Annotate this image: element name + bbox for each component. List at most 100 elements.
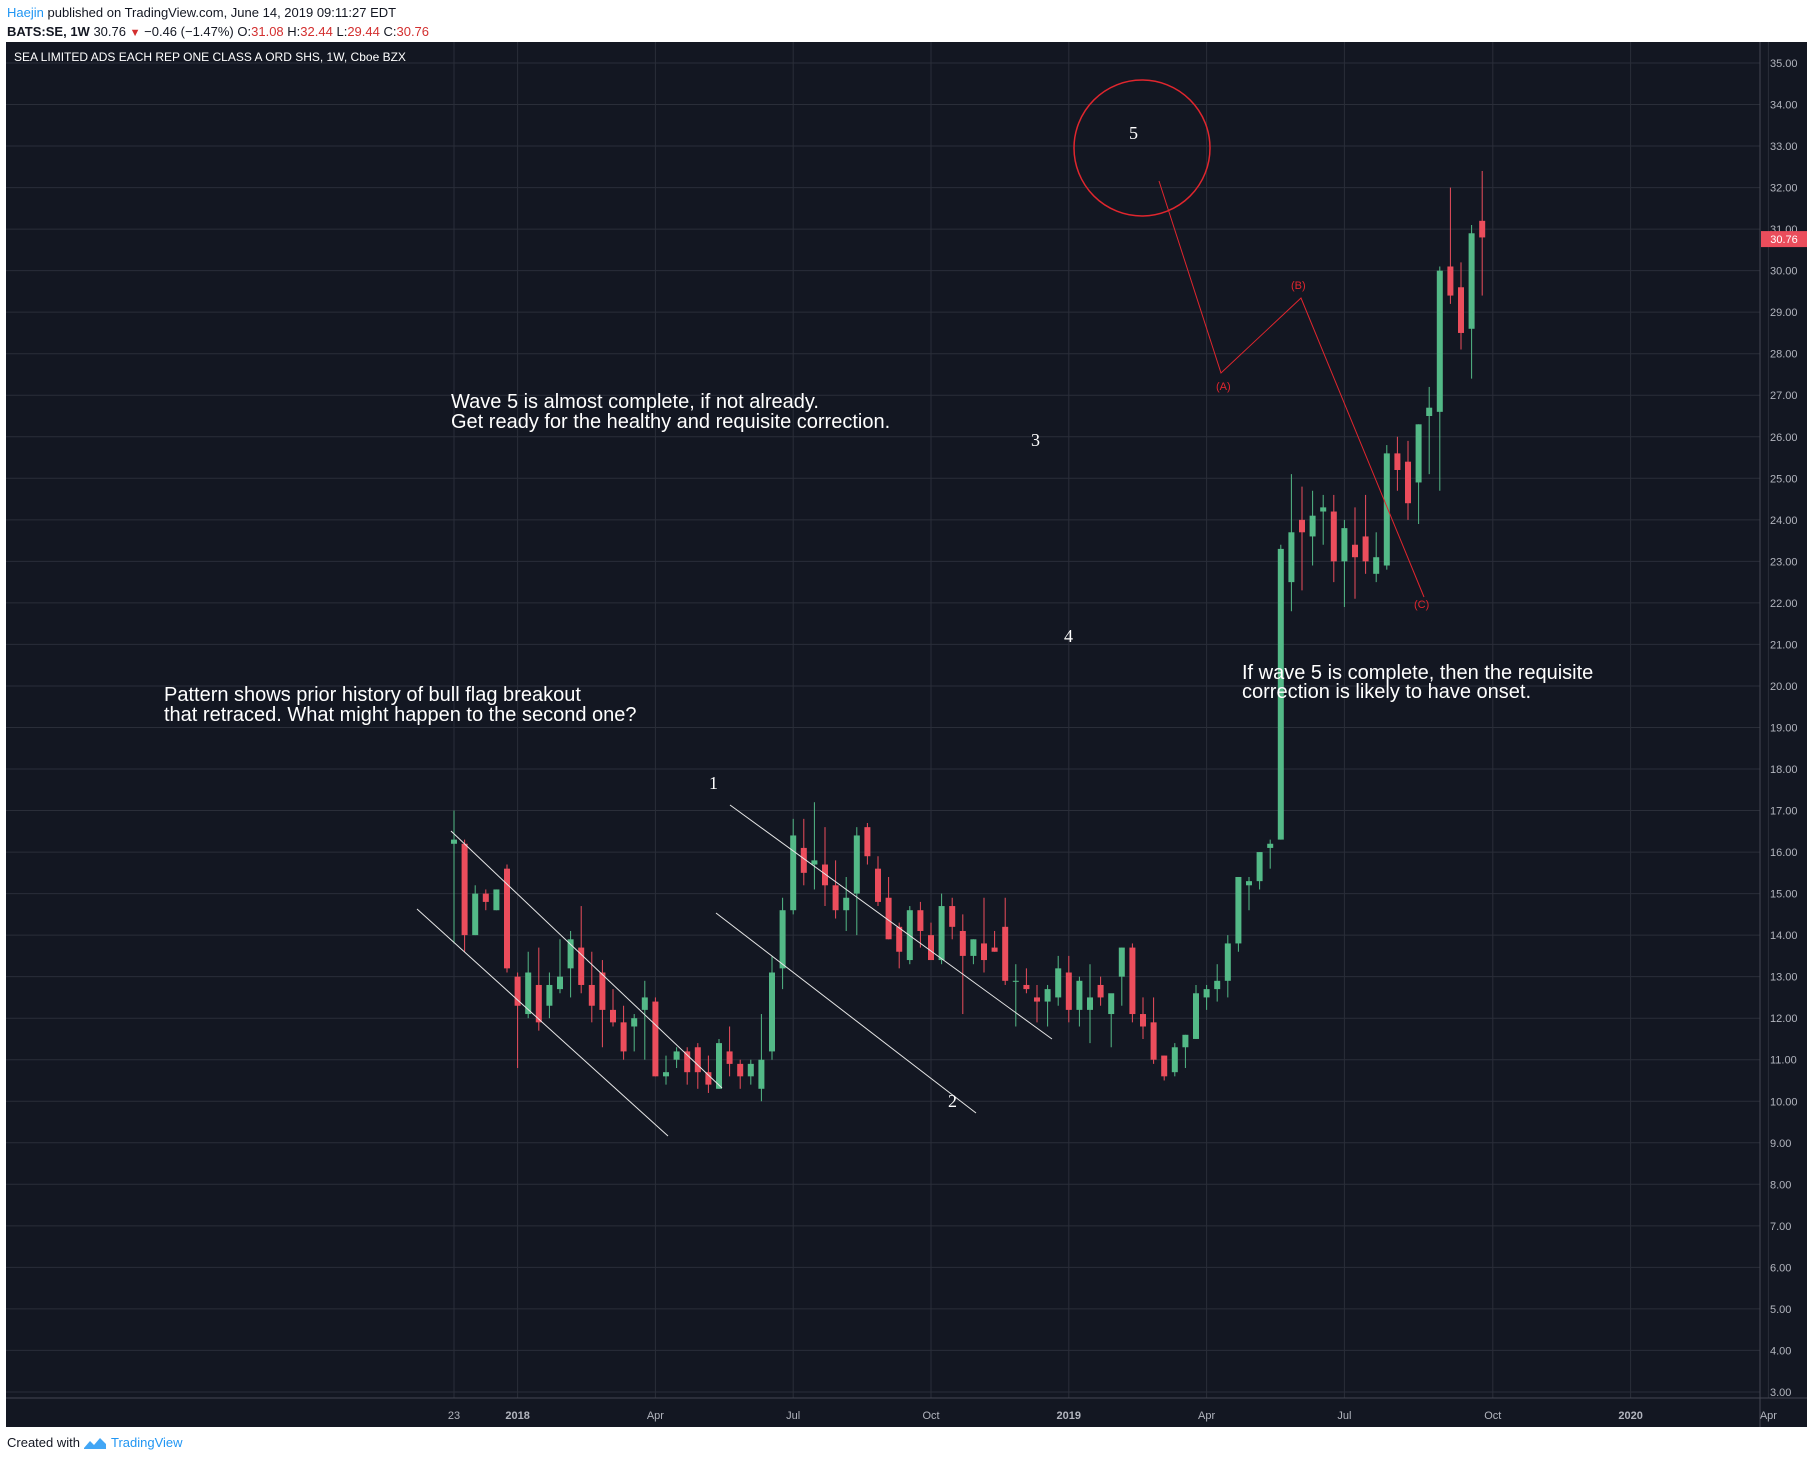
candle-body: [663, 1072, 669, 1077]
candle-body: [1214, 980, 1221, 990]
y-tick-label: 7.00: [1770, 1221, 1791, 1233]
candle-body: [1352, 544, 1358, 558]
close-value: 30.76: [396, 24, 430, 39]
candles: [451, 170, 1486, 1102]
y-tick-label: 34.00: [1770, 100, 1798, 112]
candle-body: [1182, 1034, 1189, 1048]
created-with-text: Created with: [7, 1435, 80, 1450]
correction-label-a: (A): [1216, 381, 1231, 393]
candle-body: [917, 910, 924, 931]
candle-body: [716, 1043, 722, 1089]
candle-body: [928, 935, 934, 961]
wave-label-5: 5: [1129, 123, 1138, 143]
ohlc-row: BATS:SE, 1W 30.76 ▼ −0.46 (−1.47%) O:31.…: [7, 23, 1807, 42]
footer: Created with TradingView: [7, 1435, 183, 1450]
publish-info-row: Haejin published on TradingView.com, Jun…: [7, 4, 1807, 23]
candle-body: [875, 868, 881, 902]
tradingview-brand-link[interactable]: TradingView: [110, 1435, 183, 1450]
candle-body: [1034, 997, 1040, 1002]
y-tick-label: 18.00: [1770, 764, 1798, 776]
abc-projection-path: [1158, 180, 1425, 598]
candle-body: [1002, 926, 1009, 981]
grid-lines: [6, 42, 1769, 1398]
candle-body: [1267, 843, 1274, 848]
x-tick-label: Oct: [922, 1410, 939, 1422]
x-tick-label: Jul: [786, 1410, 800, 1422]
y-tick-label: 9.00: [1770, 1138, 1791, 1150]
candle-body: [1468, 233, 1475, 329]
candle-body: [1256, 852, 1263, 882]
low-value: 29.44: [347, 24, 380, 39]
y-tick-label: 8.00: [1770, 1179, 1791, 1191]
candle-body: [546, 984, 553, 1006]
candle-body: [811, 860, 818, 865]
candle-body: [1087, 997, 1093, 1010]
x-tick-label: Apr: [1198, 1410, 1215, 1422]
candle-body: [822, 864, 828, 886]
note-wave5-line2: Get ready for the healthy and requisite …: [451, 411, 890, 433]
candle-body: [896, 926, 903, 952]
y-tick-label: 10.00: [1770, 1096, 1798, 1108]
note-correction-line1: If wave 5 is complete, then the requisit…: [1242, 662, 1593, 684]
publish-header: Haejin published on TradingView.com, Jun…: [7, 4, 1807, 42]
candle-body: [652, 1001, 659, 1077]
candle-body: [1373, 557, 1380, 574]
candle-body: [1097, 984, 1104, 998]
y-tick-label: 32.00: [1770, 183, 1798, 195]
candle-body: [514, 976, 521, 1006]
candle-body: [769, 972, 775, 1052]
note-wave5-line1: Wave 5 is almost complete, if not alread…: [451, 391, 819, 413]
down-triangle-icon: ▼: [129, 27, 141, 39]
candle-body: [938, 906, 945, 961]
wave-label-3: 3: [1031, 430, 1040, 450]
y-tick-label: 22.00: [1770, 598, 1798, 610]
candle-body: [578, 947, 585, 985]
channel-trendline: [450, 830, 723, 1089]
y-tick-label: 35.00: [1770, 58, 1798, 70]
candle-body: [853, 835, 860, 894]
correction-label-c: (C): [1414, 599, 1429, 611]
candle-body: [970, 939, 977, 956]
candlestick-chart[interactable]: 35.0034.0033.0032.0031.0030.0029.0028.00…: [6, 42, 1807, 1427]
candle-body: [1447, 266, 1454, 296]
y-tick-label: 19.00: [1770, 722, 1798, 734]
candle-body: [1436, 270, 1443, 412]
candle-body: [1235, 876, 1242, 944]
candle-body: [1277, 548, 1284, 840]
close-label: C:: [383, 24, 397, 39]
candle-body: [620, 1022, 627, 1052]
candle-body: [1383, 453, 1390, 566]
candle-body: [991, 947, 998, 952]
candle-body: [726, 1051, 733, 1064]
candle-body: [790, 835, 797, 911]
candle-body: [1023, 984, 1030, 990]
author-link[interactable]: Haejin: [7, 5, 44, 20]
candle-body: [1426, 407, 1433, 417]
open-label: O:: [237, 24, 252, 39]
y-tick-label: 25.00: [1770, 473, 1798, 485]
axes: 35.0034.0033.0032.0031.0030.0029.0028.00…: [6, 42, 1807, 1427]
candle-body: [694, 1047, 701, 1073]
chart-panel[interactable]: 35.00 34.00 33.00 32.00 31.00 30.00 29.00 28.00…: [6, 42, 1807, 1427]
candle-body: [641, 997, 648, 1010]
high-value: 32.44: [300, 24, 333, 39]
channel-trendline: [729, 804, 1053, 1040]
y-tick-label: 12.00: [1770, 1013, 1798, 1025]
candle-body: [610, 1009, 616, 1023]
candle-body: [1118, 947, 1125, 977]
candle-body: [1362, 536, 1369, 562]
x-tick-label: 2019: [1057, 1410, 1081, 1422]
candle-body: [684, 1051, 691, 1073]
candle-body: [705, 1072, 712, 1085]
candle-body: [1108, 993, 1115, 1015]
candle-body: [1320, 507, 1327, 512]
y-tick-label: 11.00: [1770, 1055, 1797, 1067]
y-tick-label: 5.00: [1770, 1304, 1791, 1316]
candle-body: [949, 906, 956, 927]
wave-label-1: 1: [709, 773, 718, 793]
x-tick-label: 2018: [505, 1410, 529, 1422]
y-tick-label: 6.00: [1770, 1262, 1791, 1274]
candle-body: [535, 984, 542, 1023]
candle-body: [588, 984, 595, 1006]
candle-body: [981, 943, 987, 961]
